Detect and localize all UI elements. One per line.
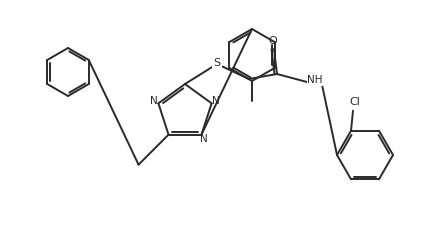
Text: Cl: Cl — [350, 97, 360, 107]
Text: S: S — [213, 58, 221, 68]
Text: O: O — [269, 36, 277, 46]
Text: N: N — [150, 96, 158, 106]
Text: N: N — [200, 134, 207, 144]
Text: NH: NH — [307, 75, 323, 85]
Text: N: N — [212, 96, 219, 106]
